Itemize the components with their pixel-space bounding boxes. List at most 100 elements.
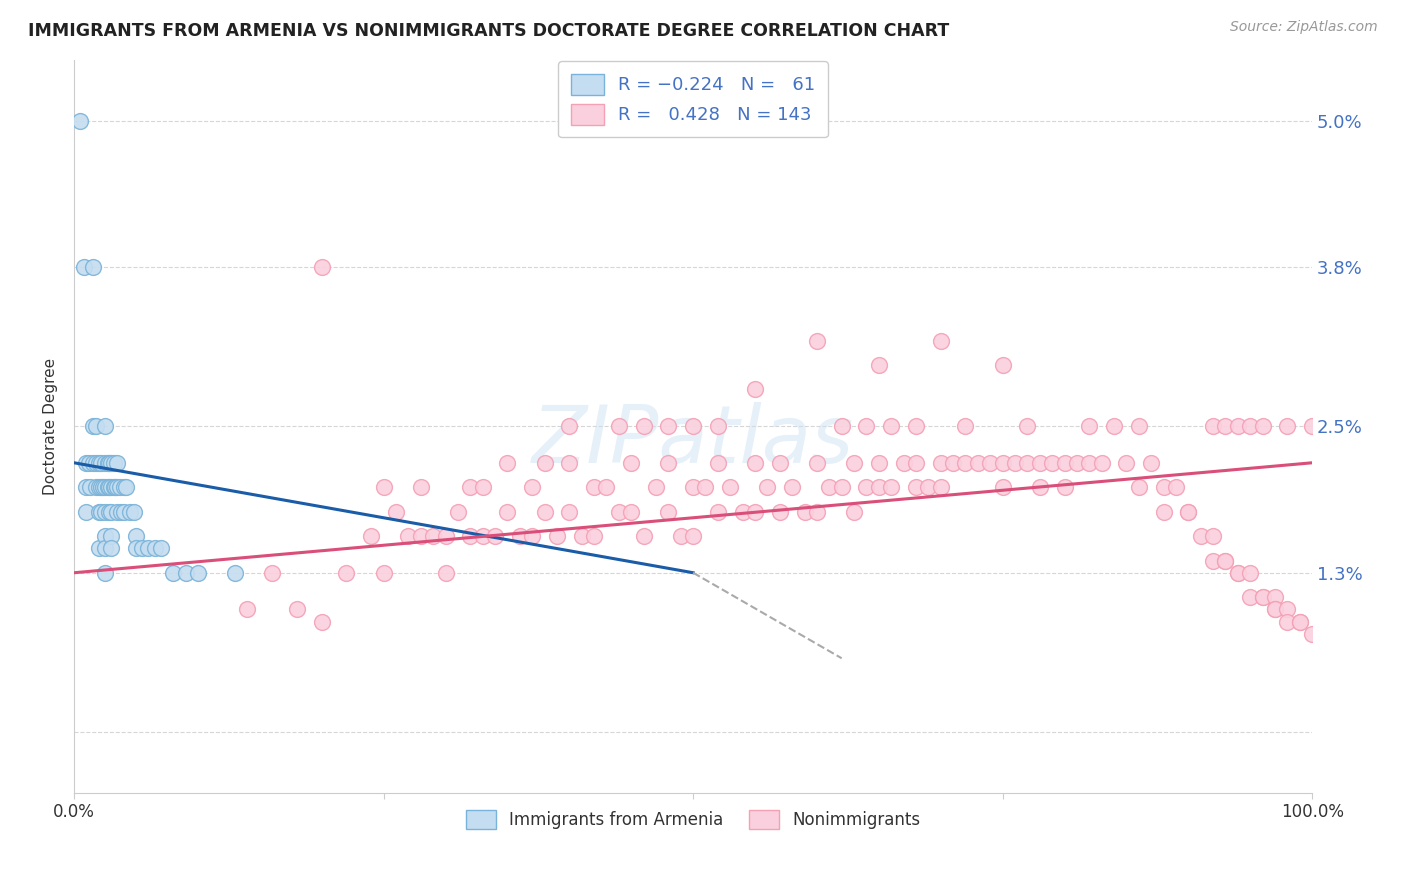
Point: [373, 480, 395, 494]
Point: [929, 456, 952, 470]
Point: [91, 480, 114, 494]
Point: [1239, 566, 1261, 580]
Point: [558, 456, 581, 470]
Point: [122, 505, 145, 519]
Point: [842, 505, 865, 519]
Point: [929, 334, 952, 348]
Point: [1202, 553, 1225, 567]
Point: [1226, 566, 1249, 580]
Point: [904, 419, 927, 434]
Point: [558, 419, 581, 434]
Point: [657, 456, 679, 470]
Point: [335, 566, 357, 580]
Point: [904, 480, 927, 494]
Point: [744, 456, 766, 470]
Point: [1066, 456, 1088, 470]
Point: [97, 456, 120, 470]
Point: [76, 505, 98, 519]
Point: [311, 615, 333, 629]
Point: [422, 529, 444, 543]
Point: [1128, 480, 1150, 494]
Point: [620, 505, 643, 519]
Point: [1202, 419, 1225, 434]
Point: [77, 456, 100, 470]
Point: [929, 480, 952, 494]
Point: [162, 566, 184, 580]
Point: [744, 505, 766, 519]
Point: [94, 566, 117, 580]
Point: [471, 480, 494, 494]
Point: [806, 334, 828, 348]
Point: [571, 529, 593, 543]
Point: [522, 480, 544, 494]
Point: [118, 505, 141, 519]
Point: [955, 456, 977, 470]
Point: [620, 456, 643, 470]
Point: [100, 456, 122, 470]
Point: [1091, 456, 1114, 470]
Point: [1177, 505, 1199, 519]
Point: [731, 505, 754, 519]
Point: [533, 456, 555, 470]
Point: [744, 383, 766, 397]
Point: [103, 456, 125, 470]
Point: [991, 480, 1014, 494]
Point: [707, 505, 730, 519]
Point: [1215, 553, 1237, 567]
Point: [682, 480, 704, 494]
Point: [645, 480, 668, 494]
Point: [434, 566, 457, 580]
Point: [880, 480, 903, 494]
Point: [991, 456, 1014, 470]
Point: [1053, 480, 1076, 494]
Point: [1239, 590, 1261, 604]
Point: [94, 505, 117, 519]
Point: [1226, 419, 1249, 434]
Point: [1301, 419, 1323, 434]
Point: [285, 602, 308, 616]
Point: [1004, 456, 1026, 470]
Point: [94, 419, 117, 434]
Point: [1040, 456, 1063, 470]
Point: [682, 529, 704, 543]
Text: Source: ZipAtlas.com: Source: ZipAtlas.com: [1230, 20, 1378, 34]
Point: [1164, 480, 1187, 494]
Point: [100, 505, 122, 519]
Point: [533, 505, 555, 519]
Point: [90, 505, 112, 519]
Point: [73, 260, 96, 275]
Point: [718, 480, 741, 494]
Point: [979, 456, 1001, 470]
Point: [69, 113, 91, 128]
Point: [509, 529, 531, 543]
Point: [966, 456, 988, 470]
Point: [104, 480, 127, 494]
Point: [707, 456, 730, 470]
Point: [484, 529, 506, 543]
Point: [107, 456, 129, 470]
Point: [868, 358, 890, 372]
Legend: Immigrants from Armenia, Nonimmigrants: Immigrants from Armenia, Nonimmigrants: [460, 803, 927, 836]
Point: [94, 529, 117, 543]
Point: [669, 529, 692, 543]
Point: [90, 456, 112, 470]
Point: [1215, 419, 1237, 434]
Point: [82, 419, 104, 434]
Point: [447, 505, 470, 519]
Point: [112, 480, 135, 494]
Point: [1264, 602, 1286, 616]
Point: [496, 505, 519, 519]
Point: [695, 480, 717, 494]
Point: [108, 480, 131, 494]
Point: [607, 505, 630, 519]
Point: [1251, 419, 1274, 434]
Point: [94, 456, 117, 470]
Point: [831, 419, 853, 434]
Point: [1277, 602, 1299, 616]
Text: ZIPatlas: ZIPatlas: [531, 401, 855, 480]
Point: [86, 480, 108, 494]
Point: [1226, 566, 1249, 580]
Point: [82, 456, 104, 470]
Point: [87, 480, 110, 494]
Point: [96, 456, 118, 470]
